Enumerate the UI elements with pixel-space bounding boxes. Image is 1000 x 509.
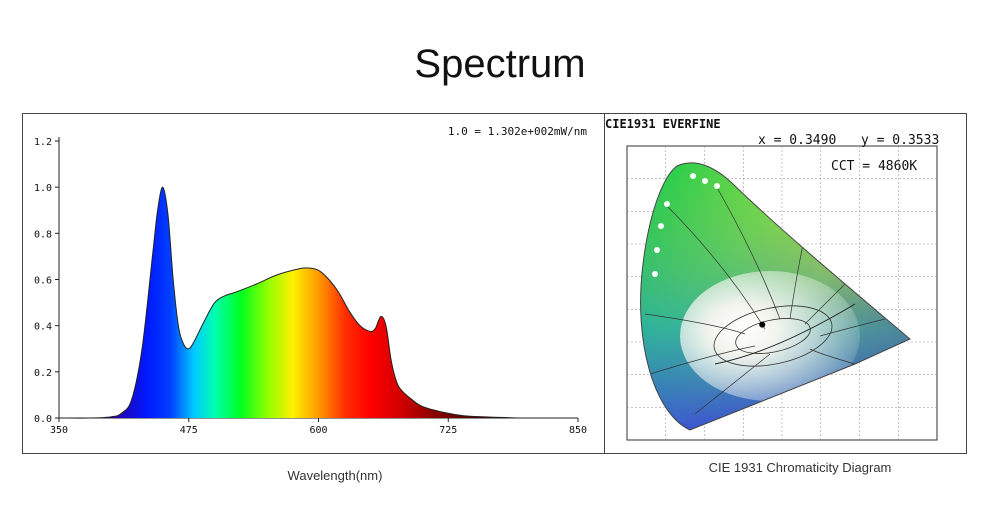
charts-frame [22, 113, 967, 454]
spectrum-line [58, 186, 579, 419]
cie-readout-cct: CCT = 4860K [831, 159, 917, 174]
x-tick-label: 350 [50, 425, 68, 436]
spectrum-chart: 1.0 = 1.302e+002mW/nm 0.0 0.2 0.4 0.6 0.8 1.0… [34, 125, 587, 436]
y-tick-label: 0.0 [34, 414, 52, 425]
spectral-locus [640, 162, 911, 431]
y-tick-label: 0.8 [34, 229, 52, 240]
y-tick-label: 1.2 [34, 137, 52, 148]
cie-readout-x: x = 0.3490 [758, 133, 836, 148]
cie-readout-y: y = 0.3533 [861, 133, 939, 148]
x-tick-label: 475 [180, 425, 198, 436]
cie-title: CIE1931 EVERFINE [605, 117, 721, 131]
x-tick-label: 600 [309, 425, 327, 436]
y-tick-label: 0.4 [34, 322, 52, 333]
locus-dots [652, 173, 720, 277]
cie-chart: CIE1931 EVERFINE x = 0.3490 y = 0.3533 C… [605, 117, 939, 441]
x-tick-label: 850 [569, 425, 587, 436]
y-tick-label: 0.2 [34, 368, 52, 379]
page-title: Spectrum [414, 42, 586, 86]
charts-divider [604, 113, 605, 454]
spectrum-area [59, 187, 578, 419]
cie-gamut [640, 162, 911, 430]
spectrum-annotation: 1.0 = 1.302e+002mW/nm [448, 125, 587, 138]
x-tick-label: 725 [439, 425, 457, 436]
chromaticity-point [759, 321, 766, 328]
cie-caption: CIE 1931 Chromaticity Diagram [708, 460, 892, 475]
y-tick-label: 0.6 [34, 276, 52, 287]
y-tick-label: 1.0 [34, 183, 52, 194]
spectrum-x-axis-label: Wavelength(nm) [287, 468, 383, 483]
